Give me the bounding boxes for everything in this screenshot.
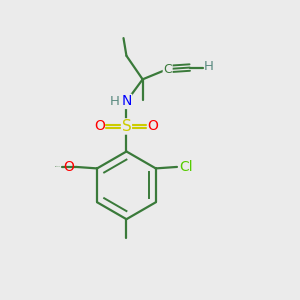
Text: O: O bbox=[64, 160, 74, 174]
Text: S: S bbox=[122, 119, 131, 134]
Text: N: N bbox=[121, 94, 132, 108]
Text: C: C bbox=[163, 62, 172, 76]
Text: methoxy: methoxy bbox=[55, 166, 61, 167]
Text: Cl: Cl bbox=[179, 160, 193, 174]
Text: H: H bbox=[110, 95, 120, 108]
Text: H: H bbox=[204, 60, 214, 73]
Text: O: O bbox=[148, 119, 158, 134]
Text: O: O bbox=[94, 119, 105, 134]
